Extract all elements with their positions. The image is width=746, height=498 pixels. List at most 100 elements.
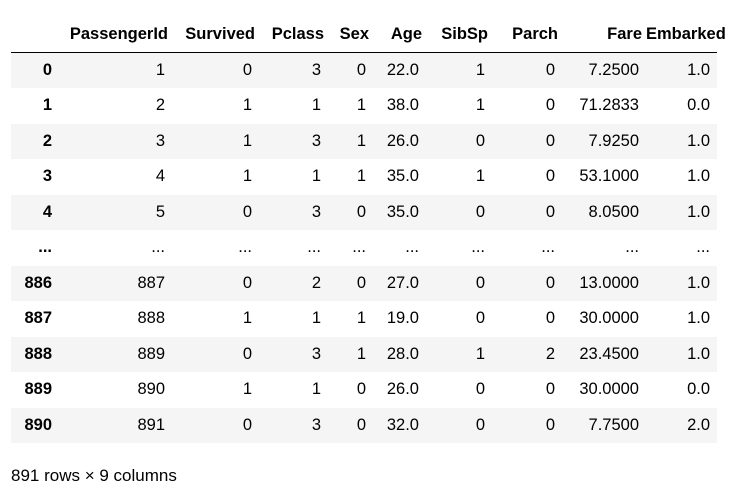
table-cell: ...: [352, 238, 366, 257]
table-cell: 0: [475, 415, 485, 434]
table-cell: 8.0500: [588, 202, 639, 221]
table-cell: 0: [356, 61, 366, 79]
table-cell: 0: [475, 202, 485, 221]
column-header: Pclass: [259, 17, 328, 53]
table-cell: 0: [242, 202, 252, 221]
table-cell: 891: [137, 415, 165, 434]
table-cell: 38.0: [386, 96, 419, 115]
table-cell: ...: [625, 238, 639, 257]
table-cell: 1.0: [687, 344, 710, 363]
table-cell: ...: [471, 238, 485, 257]
column-header: SibSp: [426, 17, 492, 53]
table-cell: 2: [311, 273, 321, 292]
table-cell: 3: [311, 131, 321, 150]
index-header: [11, 17, 61, 53]
table-cell: 1: [311, 96, 321, 115]
dataframe-shape-summary: 891 rows × 9 columns: [11, 466, 177, 485]
table-cell: 0: [545, 415, 555, 434]
table-row: 889 890 1 1 0 26.0 0 0 30.0000 0.0: [11, 372, 717, 408]
table-cell: 0: [356, 415, 366, 434]
table-cell: 1.0: [687, 167, 710, 186]
table-cell: ...: [541, 238, 555, 257]
table-cell: 3: [155, 131, 165, 150]
table-cell: 1: [475, 344, 485, 363]
table-cell: 1: [356, 309, 366, 328]
column-header: Embarked: [646, 17, 726, 53]
table-cell: 7.9250: [588, 131, 639, 150]
ellipsis-row: ... ... ... ... ... ... ... ... ... ...: [11, 230, 717, 266]
table-cell: 1: [475, 167, 485, 186]
table-cell: 888: [137, 309, 165, 328]
table-cell: 1: [242, 131, 252, 150]
row-index: 886: [24, 273, 52, 292]
table-cell: 0: [545, 167, 555, 186]
table-cell: 22.0: [386, 61, 419, 79]
table-cell: ...: [307, 238, 321, 257]
table-cell: 7.7500: [588, 415, 639, 434]
table-cell: 23.4500: [579, 344, 639, 363]
table-cell: 2.0: [687, 415, 710, 434]
table-row: 1 2 1 1 1 38.0 1 0 71.2833 0.0: [11, 88, 717, 124]
table-cell: 0: [242, 61, 252, 79]
table-cell: ...: [696, 238, 710, 257]
table-cell: 889: [137, 344, 165, 363]
table-cell: 32.0: [386, 415, 419, 434]
table-cell: 1: [356, 167, 366, 186]
table-cell: 1: [475, 61, 485, 79]
table-cell: 1: [311, 167, 321, 186]
table-cell: 19.0: [386, 309, 419, 328]
dataframe-table: PassengerId Survived Pclass Sex Age SibS…: [11, 17, 726, 443]
table-cell: 0: [475, 309, 485, 328]
table-cell: ...: [151, 238, 165, 257]
column-header: Age: [373, 17, 426, 53]
table-cell: 4: [155, 167, 165, 186]
table-cell: 0: [356, 202, 366, 221]
table-cell: 1.0: [687, 309, 710, 328]
table-cell: 1.0: [687, 61, 710, 79]
table-cell: 0: [242, 415, 252, 434]
table-row: 3 4 1 1 1 35.0 1 0 53.1000 1.0: [11, 159, 717, 195]
table-cell: 1.0: [687, 131, 710, 150]
table-cell: 0: [356, 380, 366, 399]
table-cell: 1: [242, 96, 252, 115]
table-cell: 30.0000: [579, 309, 639, 328]
table-cell: 890: [137, 380, 165, 399]
column-header: Survived: [172, 17, 259, 53]
table-cell: 0: [545, 309, 555, 328]
table-row: 4 5 0 3 0 35.0 0 0 8.0500 1.0: [11, 194, 717, 230]
table-cell: 26.0: [386, 380, 419, 399]
row-index: 0: [42, 61, 52, 79]
table-cell: 3: [311, 61, 321, 79]
table-cell: 28.0: [386, 344, 419, 363]
table-cell: 0: [545, 131, 555, 150]
row-index: 4: [42, 202, 52, 221]
row-index: 3: [42, 167, 52, 186]
table-cell: 3: [311, 415, 321, 434]
column-header: Parch: [492, 17, 562, 53]
table-cell: 1: [311, 380, 321, 399]
table-cell: 0: [475, 273, 485, 292]
row-index: 889: [24, 380, 52, 399]
table-cell: 30.0000: [579, 380, 639, 399]
row-index: 890: [24, 415, 52, 434]
table-body: 0 1 0 3 0 22.0 1 0 7.2500 1.0 1 2 1 1 1 …: [11, 52, 717, 443]
table-cell: 0: [545, 273, 555, 292]
table-cell: 0: [545, 380, 555, 399]
table-cell: 0: [475, 380, 485, 399]
table-row: 886 887 0 2 0 27.0 0 0 13.0000 1.0: [11, 265, 717, 301]
table-cell: 887: [137, 273, 165, 292]
table-row: 0 1 0 3 0 22.0 1 0 7.2500 1.0: [11, 52, 717, 88]
table-cell: 1: [242, 380, 252, 399]
table-cell: 1: [155, 61, 165, 79]
table-cell: 3: [311, 344, 321, 363]
table-cell: 1: [242, 309, 252, 328]
table-row: 888 889 0 3 1 28.0 1 2 23.4500 1.0: [11, 336, 717, 372]
column-header: Sex: [328, 17, 373, 53]
table-cell: 13.0000: [579, 273, 639, 292]
table-cell: 0.0: [687, 380, 710, 399]
table-header: PassengerId Survived Pclass Sex Age SibS…: [11, 17, 726, 53]
table-cell: 0: [356, 273, 366, 292]
table-cell: 2: [545, 344, 555, 363]
table-cell: 0: [242, 273, 252, 292]
table-cell: 0: [545, 96, 555, 115]
